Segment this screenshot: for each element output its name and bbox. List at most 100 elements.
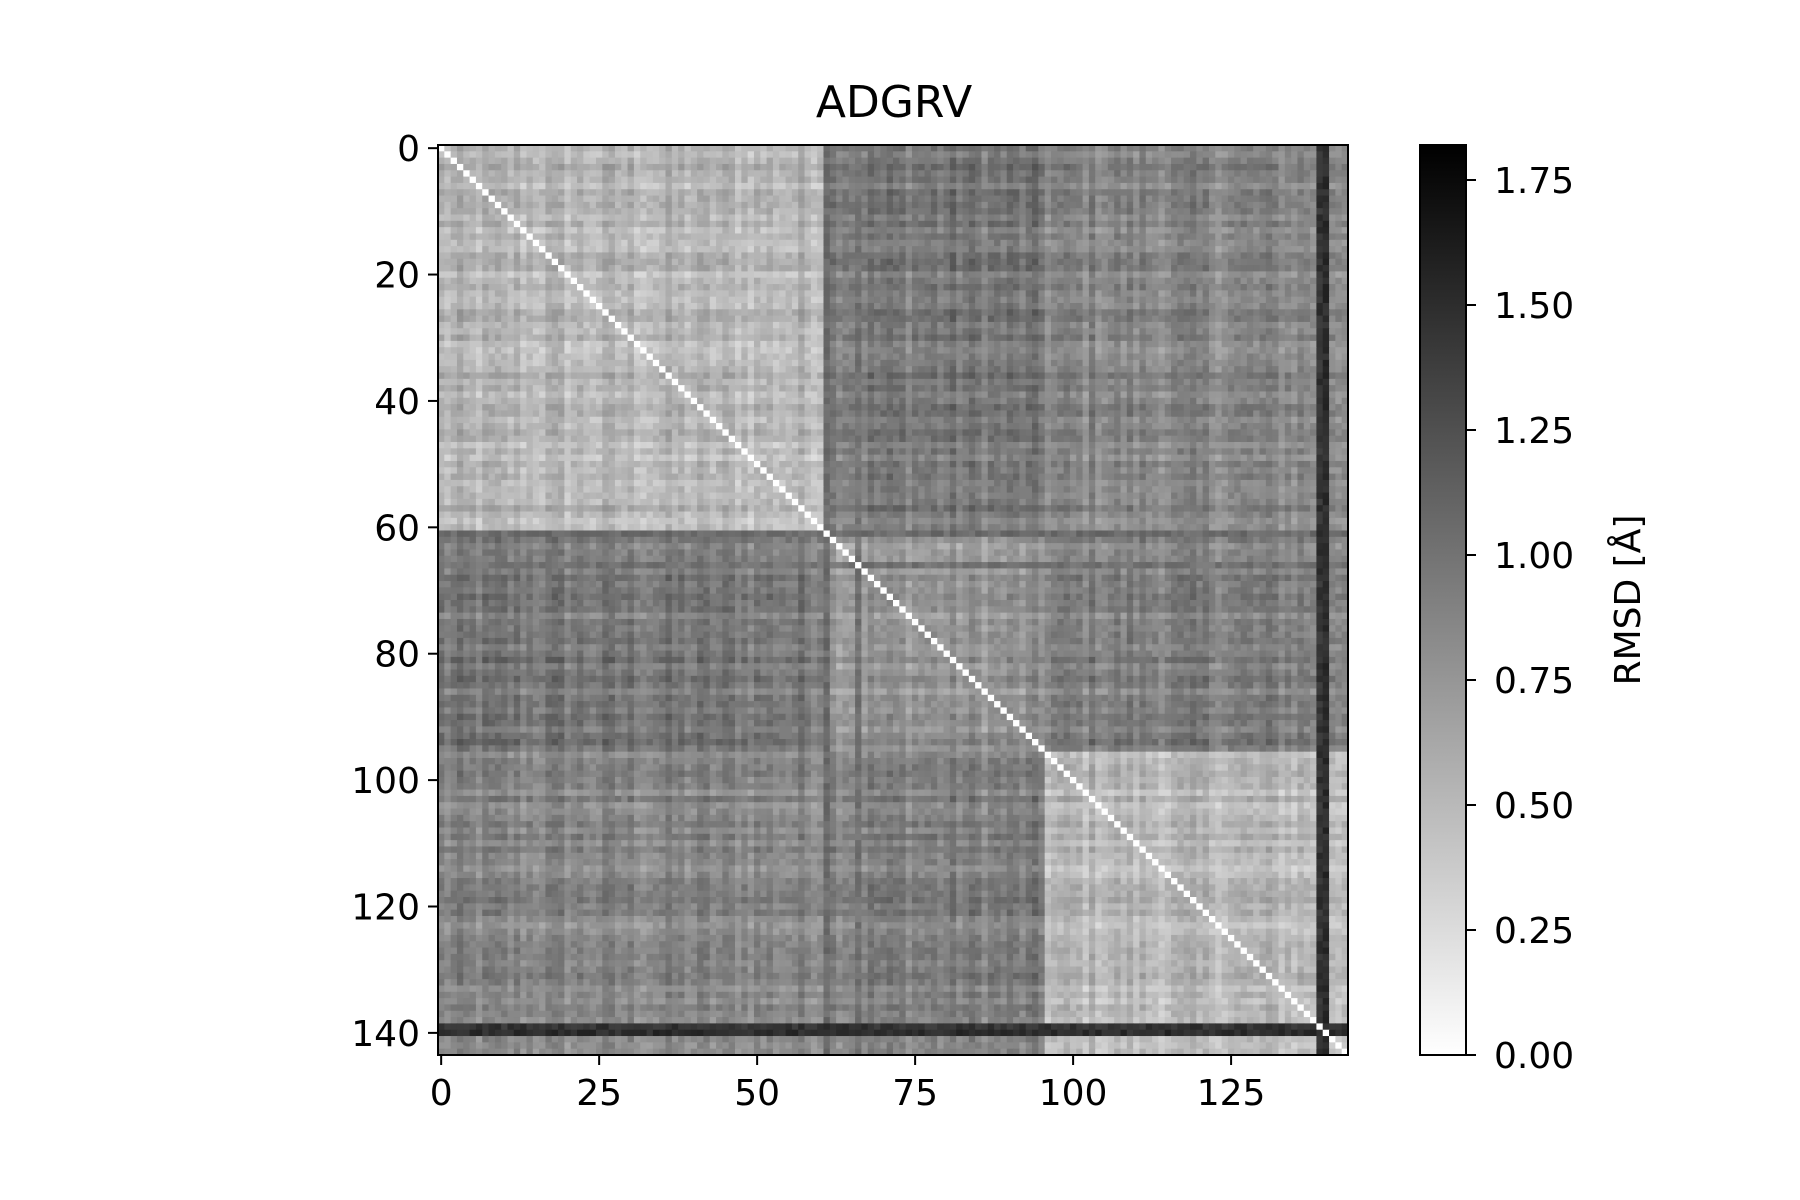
heatmap-cell: [1316, 177, 1323, 184]
heatmap-cell: [1247, 246, 1254, 253]
heatmap-cell: [508, 158, 515, 165]
heatmap-cell: [577, 240, 584, 247]
heatmap-cell: [805, 246, 812, 253]
heatmap-cell: [596, 278, 603, 285]
heatmap-cell: [1209, 252, 1216, 259]
heatmap-cell: [1203, 259, 1210, 266]
heatmap-cell: [1316, 158, 1323, 165]
heatmap-cell: [887, 189, 894, 196]
heatmap-cell: [1234, 221, 1241, 228]
heatmap-cell: [1228, 316, 1235, 323]
heatmap-cell: [489, 297, 496, 304]
heatmap-cell: [1310, 145, 1317, 152]
heatmap-cell: [1121, 240, 1128, 247]
heatmap-cell: [880, 278, 887, 285]
heatmap-cell: [482, 252, 489, 259]
heatmap-cell: [735, 151, 742, 158]
heatmap-cell: [1152, 164, 1159, 171]
heatmap-cell: [1272, 189, 1279, 196]
heatmap-cell: [647, 252, 654, 259]
heatmap-cell: [1152, 271, 1159, 278]
heatmap-cell: [1152, 177, 1159, 184]
heatmap-cell: [684, 309, 691, 316]
heatmap-cell: [1000, 354, 1007, 361]
heatmap-cell: [1089, 252, 1096, 259]
heatmap-cell: [1127, 271, 1134, 278]
heatmap-cell: [1139, 278, 1146, 285]
heatmap-cell: [1335, 271, 1342, 278]
heatmap-cell: [767, 271, 774, 278]
heatmap-cell: [956, 303, 963, 310]
heatmap-cell: [767, 196, 774, 203]
heatmap-cell: [836, 297, 843, 304]
heatmap-cell: [1013, 328, 1020, 335]
heatmap-cell: [1121, 196, 1128, 203]
heatmap-cell: [836, 170, 843, 177]
heatmap-cell: [722, 202, 729, 209]
heatmap-cell: [558, 328, 565, 335]
heatmap-cell: [874, 284, 881, 291]
heatmap-cell: [950, 271, 957, 278]
heatmap-cell: [1051, 303, 1058, 310]
heatmap-cell: [508, 335, 515, 342]
heatmap-cell: [577, 158, 584, 165]
heatmap-cell: [836, 233, 843, 240]
heatmap-cell: [463, 290, 470, 297]
heatmap-cell: [1316, 284, 1323, 291]
heatmap-cell: [1133, 271, 1140, 278]
heatmap-cell: [1215, 303, 1222, 310]
heatmap-cell: [931, 215, 938, 222]
heatmap-cell: [647, 196, 654, 203]
heatmap-cell: [1051, 360, 1058, 367]
heatmap-cell: [1215, 221, 1222, 228]
heatmap-cell: [1108, 208, 1115, 215]
heatmap-cell: [994, 322, 1001, 329]
heatmap-cell: [1329, 316, 1336, 323]
heatmap-cell: [615, 196, 622, 203]
heatmap-cell: [1139, 240, 1146, 247]
heatmap-cell: [798, 196, 805, 203]
heatmap-cell: [912, 259, 919, 266]
heatmap-cell: [438, 170, 445, 177]
heatmap-cell: [1013, 265, 1020, 272]
heatmap-cell: [1057, 290, 1064, 297]
heatmap-cell: [501, 316, 508, 323]
heatmap-cell: [1064, 170, 1071, 177]
heatmap-cell: [748, 297, 755, 304]
heatmap-cell: [552, 170, 559, 177]
heatmap-cell: [906, 259, 913, 266]
heatmap-cell: [672, 322, 679, 329]
heatmap-cell: [716, 360, 723, 367]
heatmap-cell: [1241, 347, 1248, 354]
heatmap-cell: [798, 145, 805, 152]
heatmap-cell: [981, 189, 988, 196]
heatmap-cell: [634, 360, 641, 367]
heatmap-cell: [931, 208, 938, 215]
heatmap-cell: [476, 183, 483, 190]
heatmap-cell: [1241, 183, 1248, 190]
heatmap-cell: [444, 240, 451, 247]
heatmap-cell: [539, 309, 546, 316]
heatmap-cell: [1297, 227, 1304, 234]
heatmap-cell: [1209, 215, 1216, 222]
heatmap-cell: [558, 322, 565, 329]
heatmap-cell: [880, 208, 887, 215]
heatmap-cell: [716, 183, 723, 190]
heatmap-cell: [1228, 158, 1235, 165]
heatmap-cell: [836, 303, 843, 310]
heatmap-cell: [647, 233, 654, 240]
heatmap-cell: [1146, 151, 1153, 158]
heatmap-cell: [476, 215, 483, 222]
heatmap-cell: [887, 259, 894, 266]
heatmap-cell: [1316, 145, 1323, 152]
heatmap-cell: [786, 164, 793, 171]
heatmap-cell: [1070, 328, 1077, 335]
heatmap-cell: [779, 158, 786, 165]
heatmap-cell: [1000, 297, 1007, 304]
heatmap-cell: [741, 164, 748, 171]
heatmap-cell: [634, 309, 641, 316]
heatmap-cell: [463, 284, 470, 291]
heatmap-cell: [1177, 158, 1184, 165]
heatmap-cell: [678, 151, 685, 158]
heatmap-cell: [1133, 151, 1140, 158]
